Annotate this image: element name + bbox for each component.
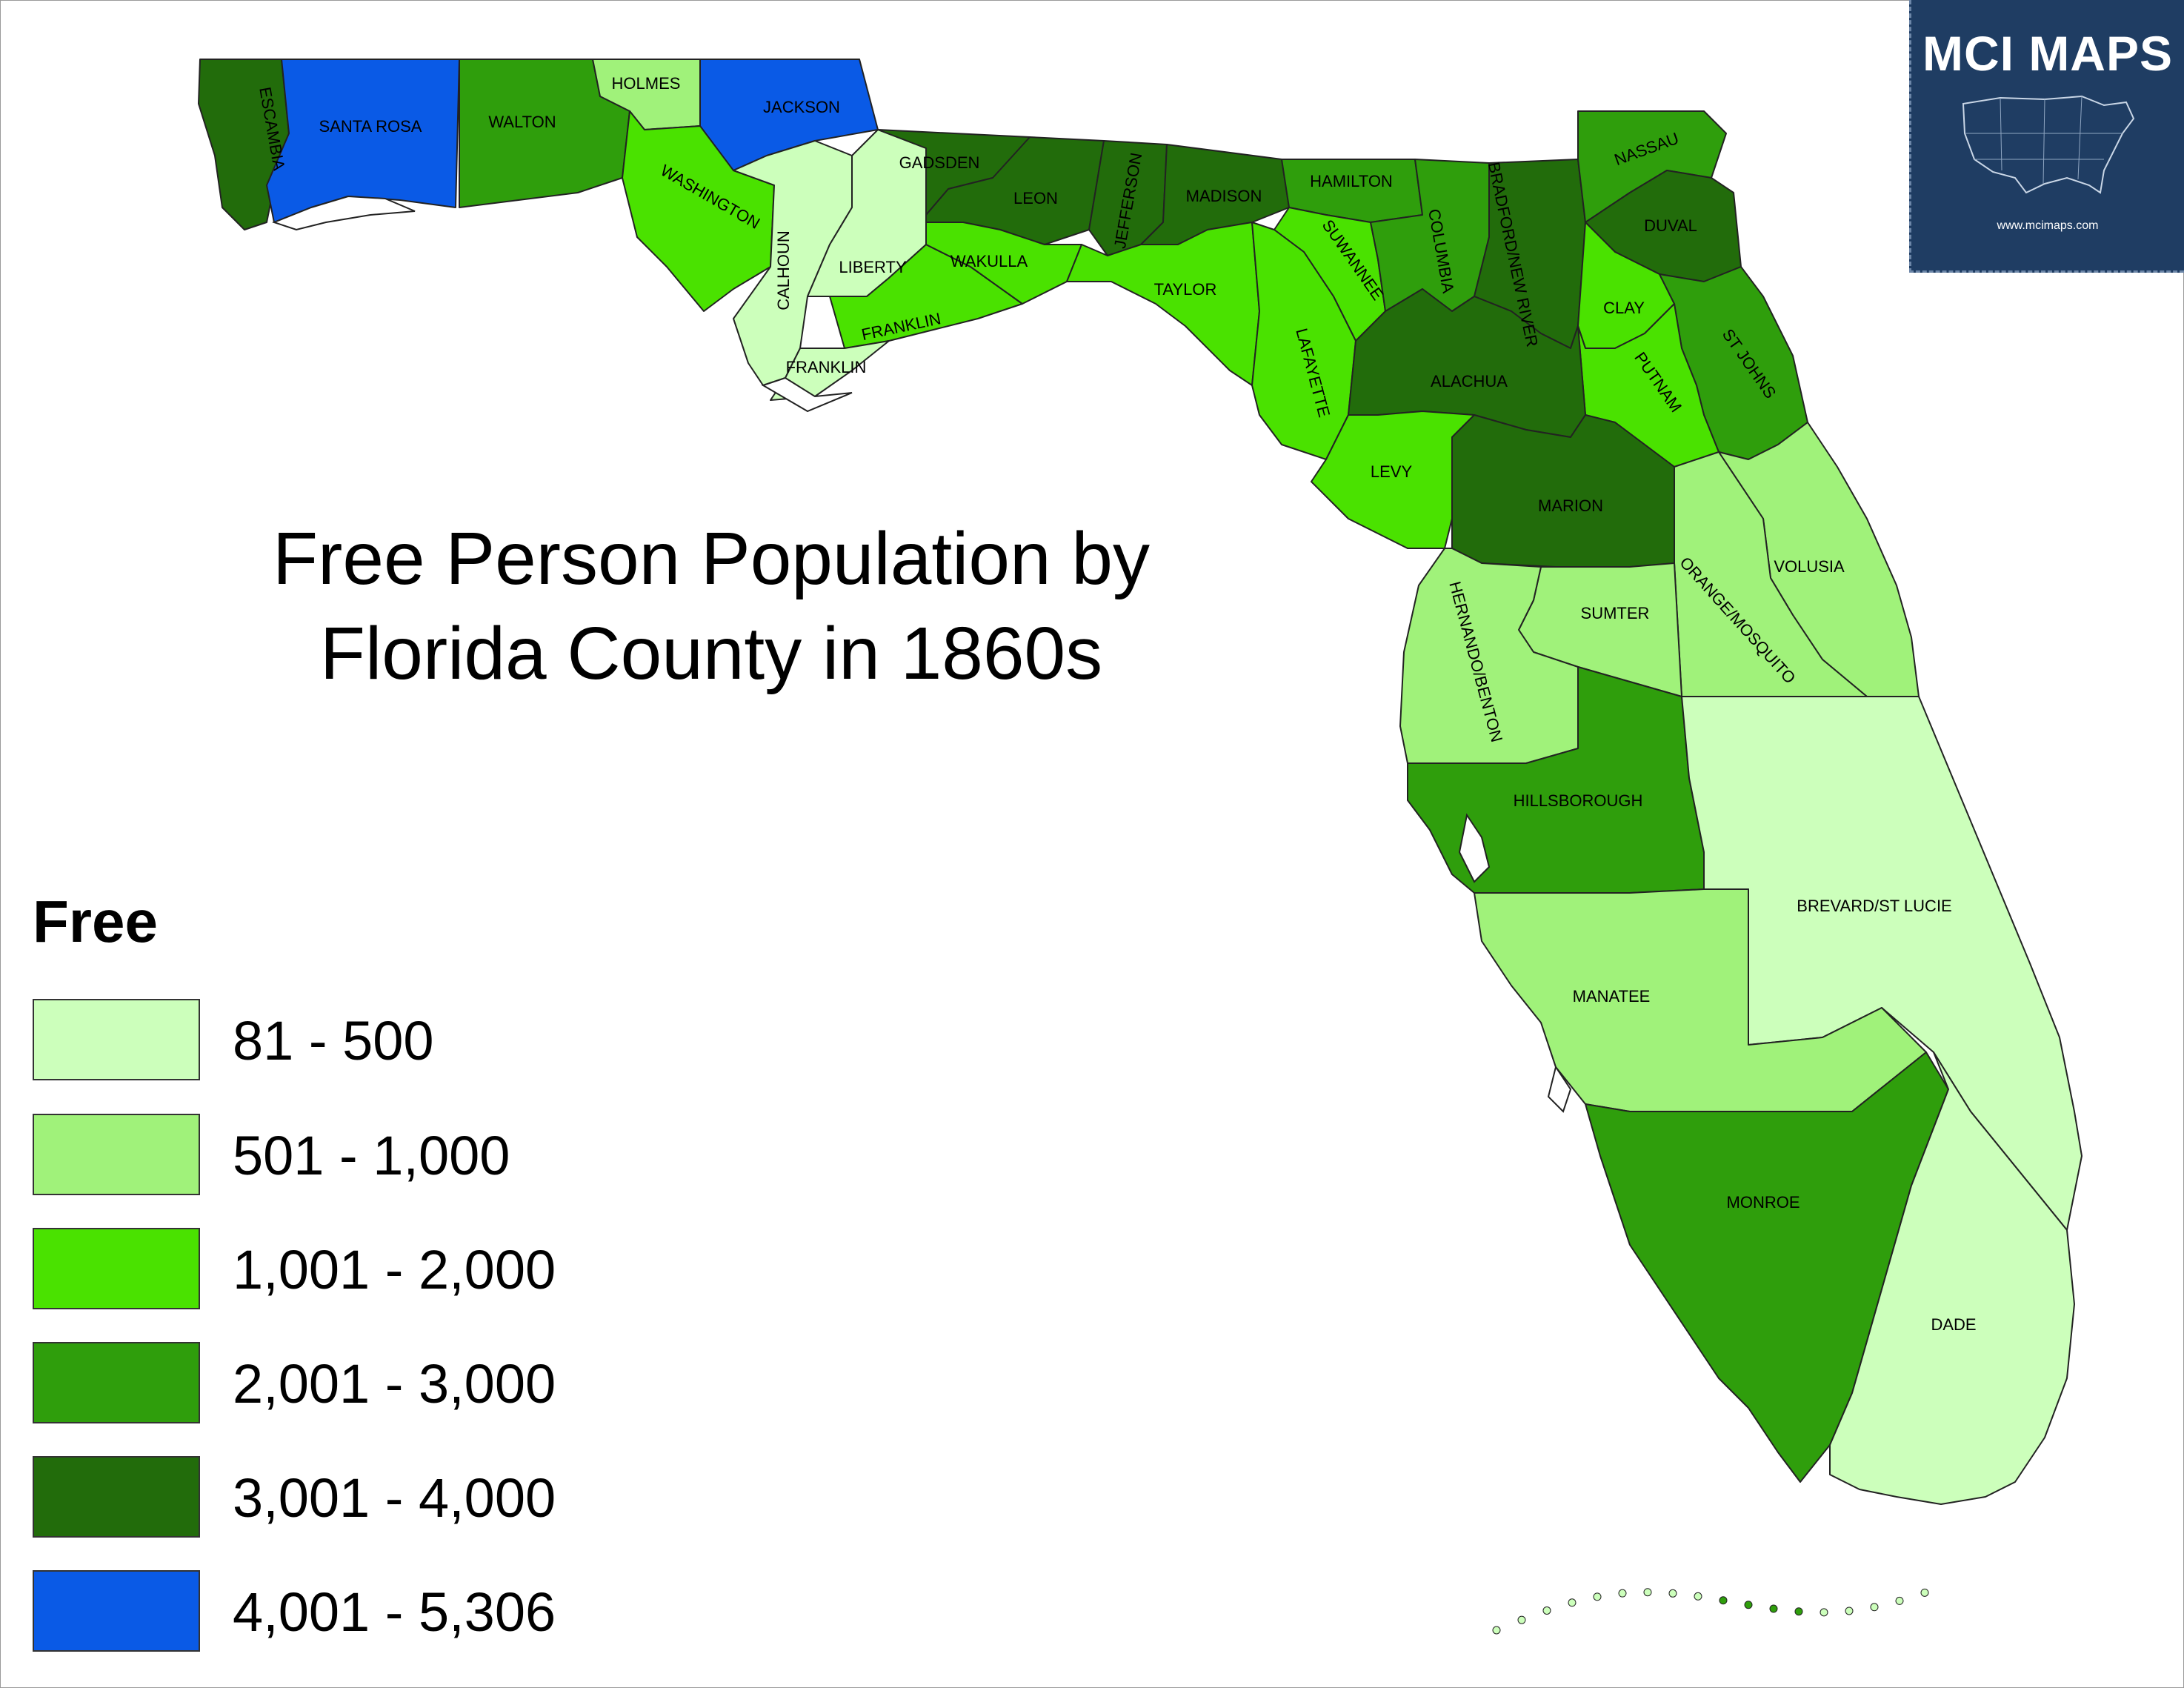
county-label: MADISON [1186, 187, 1262, 205]
legend-swatch [33, 1228, 200, 1309]
county-franklin [770, 340, 890, 401]
legend-swatch [33, 1342, 200, 1423]
legend-swatch [33, 999, 200, 1080]
key-island [1643, 1588, 1652, 1597]
county-label: LIBERTY [839, 258, 907, 276]
legend-item-5: 3,001 - 4,000 [33, 1456, 699, 1539]
key-island [1744, 1601, 1753, 1609]
county-label: TAYLOR [1154, 280, 1217, 299]
county-label: MONROE [1727, 1193, 1800, 1212]
county-monroe [1585, 1051, 1949, 1483]
bay-shape [761, 376, 853, 413]
county-taylor [1066, 222, 1260, 386]
county-label: CLAY [1603, 299, 1645, 317]
legend-swatch [33, 1114, 200, 1195]
map-title: Free Person Population by Florida County… [148, 511, 1274, 701]
county-label: BREVARD/ST LUCIE [1797, 897, 1951, 915]
legend-item-2: 501 - 1,000 [33, 1114, 699, 1197]
legend-label: 501 - 1,000 [233, 1125, 510, 1186]
legend-title: Free [33, 888, 158, 954]
county-label: GADSDEN [899, 153, 980, 172]
county-label: LEVY [1371, 462, 1413, 481]
legend-label: 1,001 - 2,000 [233, 1239, 556, 1300]
key-island [1593, 1592, 1602, 1601]
county-washington [622, 110, 775, 312]
legend-label: 2,001 - 3,000 [233, 1353, 556, 1415]
key-island [1668, 1589, 1677, 1598]
usa-outline-icon [1962, 95, 2135, 194]
key-island [1895, 1596, 1904, 1605]
county-label: WAKULLA [950, 252, 1028, 270]
county-label: ALACHUA [1431, 372, 1508, 391]
legend-item-1: 81 - 500 [33, 999, 699, 1082]
badge-title: MCI MAPS [1922, 26, 2173, 81]
county-label: HAMILTON [1310, 172, 1393, 190]
county-label: FRANKLIN [786, 358, 867, 376]
county-label: HILLSBOROUGH [1514, 791, 1643, 810]
key-island [1694, 1592, 1702, 1601]
key-island [1820, 1608, 1828, 1617]
legend-item-4: 2,001 - 3,000 [33, 1342, 699, 1425]
title-line-2: Florida County in 1860s [319, 612, 1103, 695]
legend-swatch [33, 1456, 200, 1538]
key-island [1517, 1615, 1526, 1624]
badge-url: www.mcimaps.com [1997, 219, 2099, 232]
bay-shape [1547, 1065, 1572, 1113]
key-island [1845, 1606, 1854, 1615]
key-island [1719, 1596, 1728, 1605]
county-label: LEON [1013, 189, 1058, 207]
county-label: VOLUSIA [1774, 557, 1845, 576]
legend-item-6: 4,001 - 5,306 [33, 1570, 699, 1653]
county-dade [1829, 1051, 2075, 1505]
county-label: MARION [1538, 496, 1603, 515]
key-island [1492, 1626, 1501, 1635]
county-levy [1311, 411, 1475, 549]
legend-label: 4,001 - 5,306 [233, 1581, 556, 1643]
county-label: DUVAL [1644, 216, 1697, 235]
mci-maps-badge: MCI MAPS www.mcimaps.com [1909, 0, 2184, 273]
key-island [1568, 1598, 1577, 1607]
key-island [1920, 1588, 1929, 1597]
key-island [1769, 1604, 1778, 1613]
county-label: HOLMES [612, 74, 681, 93]
key-island [1618, 1589, 1627, 1598]
key-island [1794, 1607, 1803, 1616]
legend-item-3: 1,001 - 2,000 [33, 1228, 699, 1311]
key-island [1870, 1603, 1879, 1612]
legend-swatch [33, 1570, 200, 1652]
county-label: DADE [1931, 1315, 1976, 1334]
county-label: JACKSON [763, 98, 840, 116]
bay-shape [272, 195, 416, 231]
legend-label: 3,001 - 4,000 [233, 1467, 556, 1529]
county-label: WALTON [488, 113, 556, 131]
title-line-1: Free Person Population by [272, 517, 1151, 600]
county-label: MANATEE [1573, 987, 1651, 1006]
key-island [1542, 1606, 1551, 1615]
county-label: SUMTER [1581, 604, 1650, 622]
county-label: SANTA ROSA [319, 117, 422, 136]
bay-shape [1458, 813, 1491, 883]
county-label: CALHOUN [774, 230, 793, 310]
legend-label: 81 - 500 [233, 1010, 434, 1071]
